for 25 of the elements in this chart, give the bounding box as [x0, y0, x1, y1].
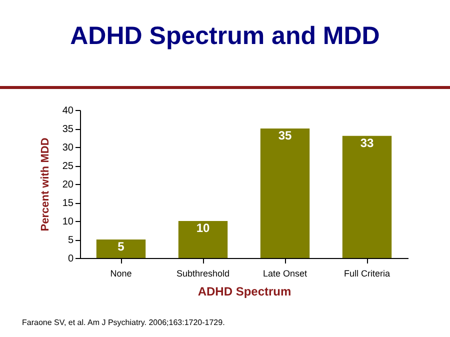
bar [178, 221, 228, 258]
y-tick-label: 15 [62, 198, 74, 209]
chart-title: ADHD Spectrum and MDD [69, 22, 381, 51]
x-tick-label: Subthreshold [176, 268, 230, 278]
y-tick-label: 25 [62, 161, 74, 172]
x-axis-title: ADHD Spectrum [198, 284, 292, 298]
bar [342, 136, 392, 258]
data-label: 35 [278, 128, 292, 142]
bar [96, 240, 146, 258]
y-tick-label: 40 [62, 106, 74, 116]
x-tick-label: None [110, 268, 132, 278]
x-tick-label: Full Criteria [344, 268, 390, 278]
data-label: 5 [118, 240, 125, 254]
y-tick-label: 35 [62, 124, 74, 135]
y-tick-label: 10 [62, 216, 74, 228]
y-tick-label: 30 [62, 142, 74, 154]
y-axis-title: Percent with MDD [39, 138, 52, 232]
data-label: 10 [196, 221, 210, 235]
y-tick-label: 0 [68, 254, 74, 264]
data-label: 33 [360, 136, 374, 150]
bar [260, 128, 310, 258]
y-tick-label: 20 [62, 180, 74, 190]
y-tick-label: 5 [68, 235, 74, 246]
x-tick-label: Late Onset [262, 268, 308, 278]
text: Faraone SV, et al. Am J Psychiatry. 2006;163:1720-1729. [22, 318, 225, 327]
